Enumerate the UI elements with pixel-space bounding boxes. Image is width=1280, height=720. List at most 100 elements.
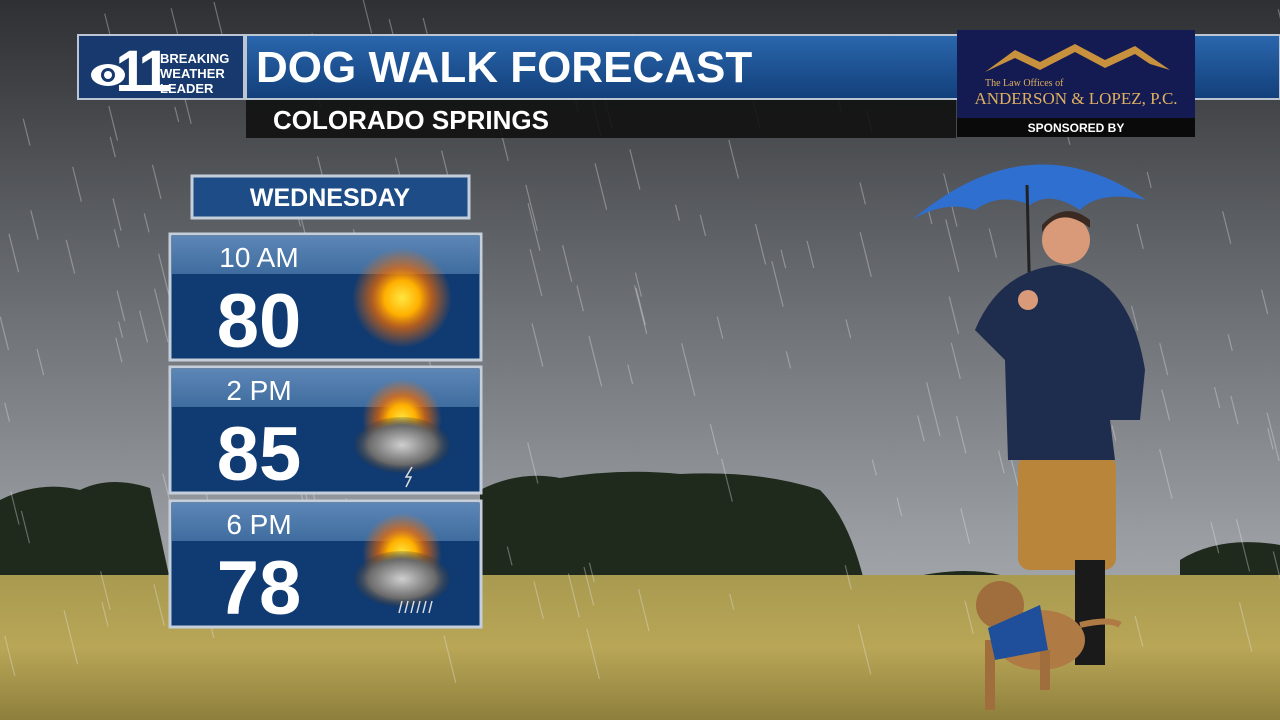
rain-streak <box>22 118 31 146</box>
period-time: 10 AM <box>219 242 298 273</box>
rain-streak <box>153 584 165 626</box>
rain-streak <box>139 310 149 343</box>
rain-streak <box>948 296 960 334</box>
sponsor-label: SPONSORED BY <box>1028 121 1125 135</box>
rain-streak <box>113 229 120 248</box>
rain-streak <box>586 628 600 680</box>
rain-streak <box>859 232 872 278</box>
sponsor-name: ANDERSON & LOPEZ, P.C. <box>974 89 1177 108</box>
rain-streak <box>1146 171 1152 189</box>
rain-streak <box>10 491 20 525</box>
rain-streak <box>699 214 707 237</box>
sun-icon <box>352 248 452 348</box>
rain-streak <box>728 139 740 179</box>
rain-streak <box>785 351 792 369</box>
period-temp: 78 <box>217 546 302 631</box>
presenter <box>912 164 1146 665</box>
rain-streak <box>1267 428 1274 450</box>
rain-streak <box>1134 616 1144 647</box>
period-time: 2 PM <box>226 375 291 406</box>
rain-streak <box>36 348 45 376</box>
period-temp: 85 <box>217 412 302 497</box>
rain-streak <box>1136 223 1144 249</box>
rain-streak <box>716 316 724 339</box>
rain-streak <box>721 458 733 502</box>
rain-icon <box>422 600 427 614</box>
rain-streak <box>527 442 539 484</box>
rain-streak <box>562 245 573 282</box>
rain-streak <box>183 95 192 124</box>
rain-streak <box>988 228 998 258</box>
rain-streak <box>1266 412 1280 462</box>
rain-streak <box>588 335 603 387</box>
rain-streak <box>960 508 971 544</box>
rain-streak <box>1222 211 1232 244</box>
rain-streak <box>115 337 123 363</box>
forecast-row: 6 PM 78 <box>168 499 483 631</box>
day: WEDNESDAY <box>250 184 411 212</box>
rain-streak <box>362 0 373 34</box>
sponsor-label-bar <box>957 118 1195 137</box>
rain-streak <box>627 364 634 385</box>
rain-streak <box>997 450 1005 474</box>
rain-streak <box>108 105 119 141</box>
rain-streak <box>1261 289 1269 315</box>
rain-streak <box>1159 343 1169 376</box>
rain-streak <box>771 260 784 307</box>
rain-streak <box>780 249 787 269</box>
rain-streak <box>567 573 580 618</box>
lightning-icon <box>404 466 413 488</box>
rain-streak <box>1159 448 1173 499</box>
rain-streak <box>1131 305 1139 331</box>
rain-streak <box>754 224 767 265</box>
rain-streak <box>65 239 76 274</box>
rain-streak <box>806 240 815 268</box>
rain-streak <box>926 382 941 437</box>
rain-streak <box>1227 334 1233 351</box>
rain-streak <box>531 323 544 367</box>
rain-streak <box>174 106 180 123</box>
forecast-rows: 10 AM 80 2 PM 85 6 PM 78 <box>168 232 483 631</box>
rain-streak <box>583 566 595 606</box>
rain-streak <box>681 343 696 397</box>
rain-streak <box>594 163 608 210</box>
cloud-icon <box>354 551 450 607</box>
rain-streak <box>529 249 543 297</box>
rain-icon <box>398 600 403 614</box>
rain-streak <box>4 635 16 677</box>
rain-streak <box>153 288 169 343</box>
rain-streak <box>674 204 680 221</box>
location: COLORADO SPRINGS <box>273 105 549 135</box>
rain-streak <box>20 510 31 544</box>
rain-streak <box>588 562 595 583</box>
rain-streak <box>1277 9 1280 19</box>
rain-streak <box>950 342 961 379</box>
rain-streak <box>945 219 960 272</box>
rain-streak <box>576 285 584 312</box>
rain-streak <box>117 321 124 338</box>
rain-streak <box>1213 387 1221 409</box>
rain-streak <box>525 184 538 232</box>
rain-streak <box>443 635 457 684</box>
sponsor-intro: The Law Offices of <box>985 78 1064 89</box>
rain-streak <box>527 202 541 251</box>
rain-streak <box>63 610 79 665</box>
logo-line: WEATHER <box>160 66 225 81</box>
forecast-row: 2 PM 85 <box>168 365 483 497</box>
rain-streak <box>1111 425 1117 441</box>
rain-streak <box>109 136 116 158</box>
rain-icon <box>416 600 421 614</box>
rain-streak <box>1161 389 1171 421</box>
rain-streak <box>896 497 903 517</box>
rain-streak <box>629 149 641 190</box>
rain-streak <box>859 182 867 205</box>
title: DOG WALK FORECAST <box>256 43 752 92</box>
rain-streak <box>1230 395 1239 425</box>
rain-streak <box>917 415 925 442</box>
rain-streak <box>72 166 82 202</box>
rain-streak <box>729 593 735 610</box>
rain-streak <box>506 546 513 566</box>
rain-streak <box>99 571 111 610</box>
rain-streak <box>143 213 150 233</box>
rain-streak <box>116 290 126 322</box>
